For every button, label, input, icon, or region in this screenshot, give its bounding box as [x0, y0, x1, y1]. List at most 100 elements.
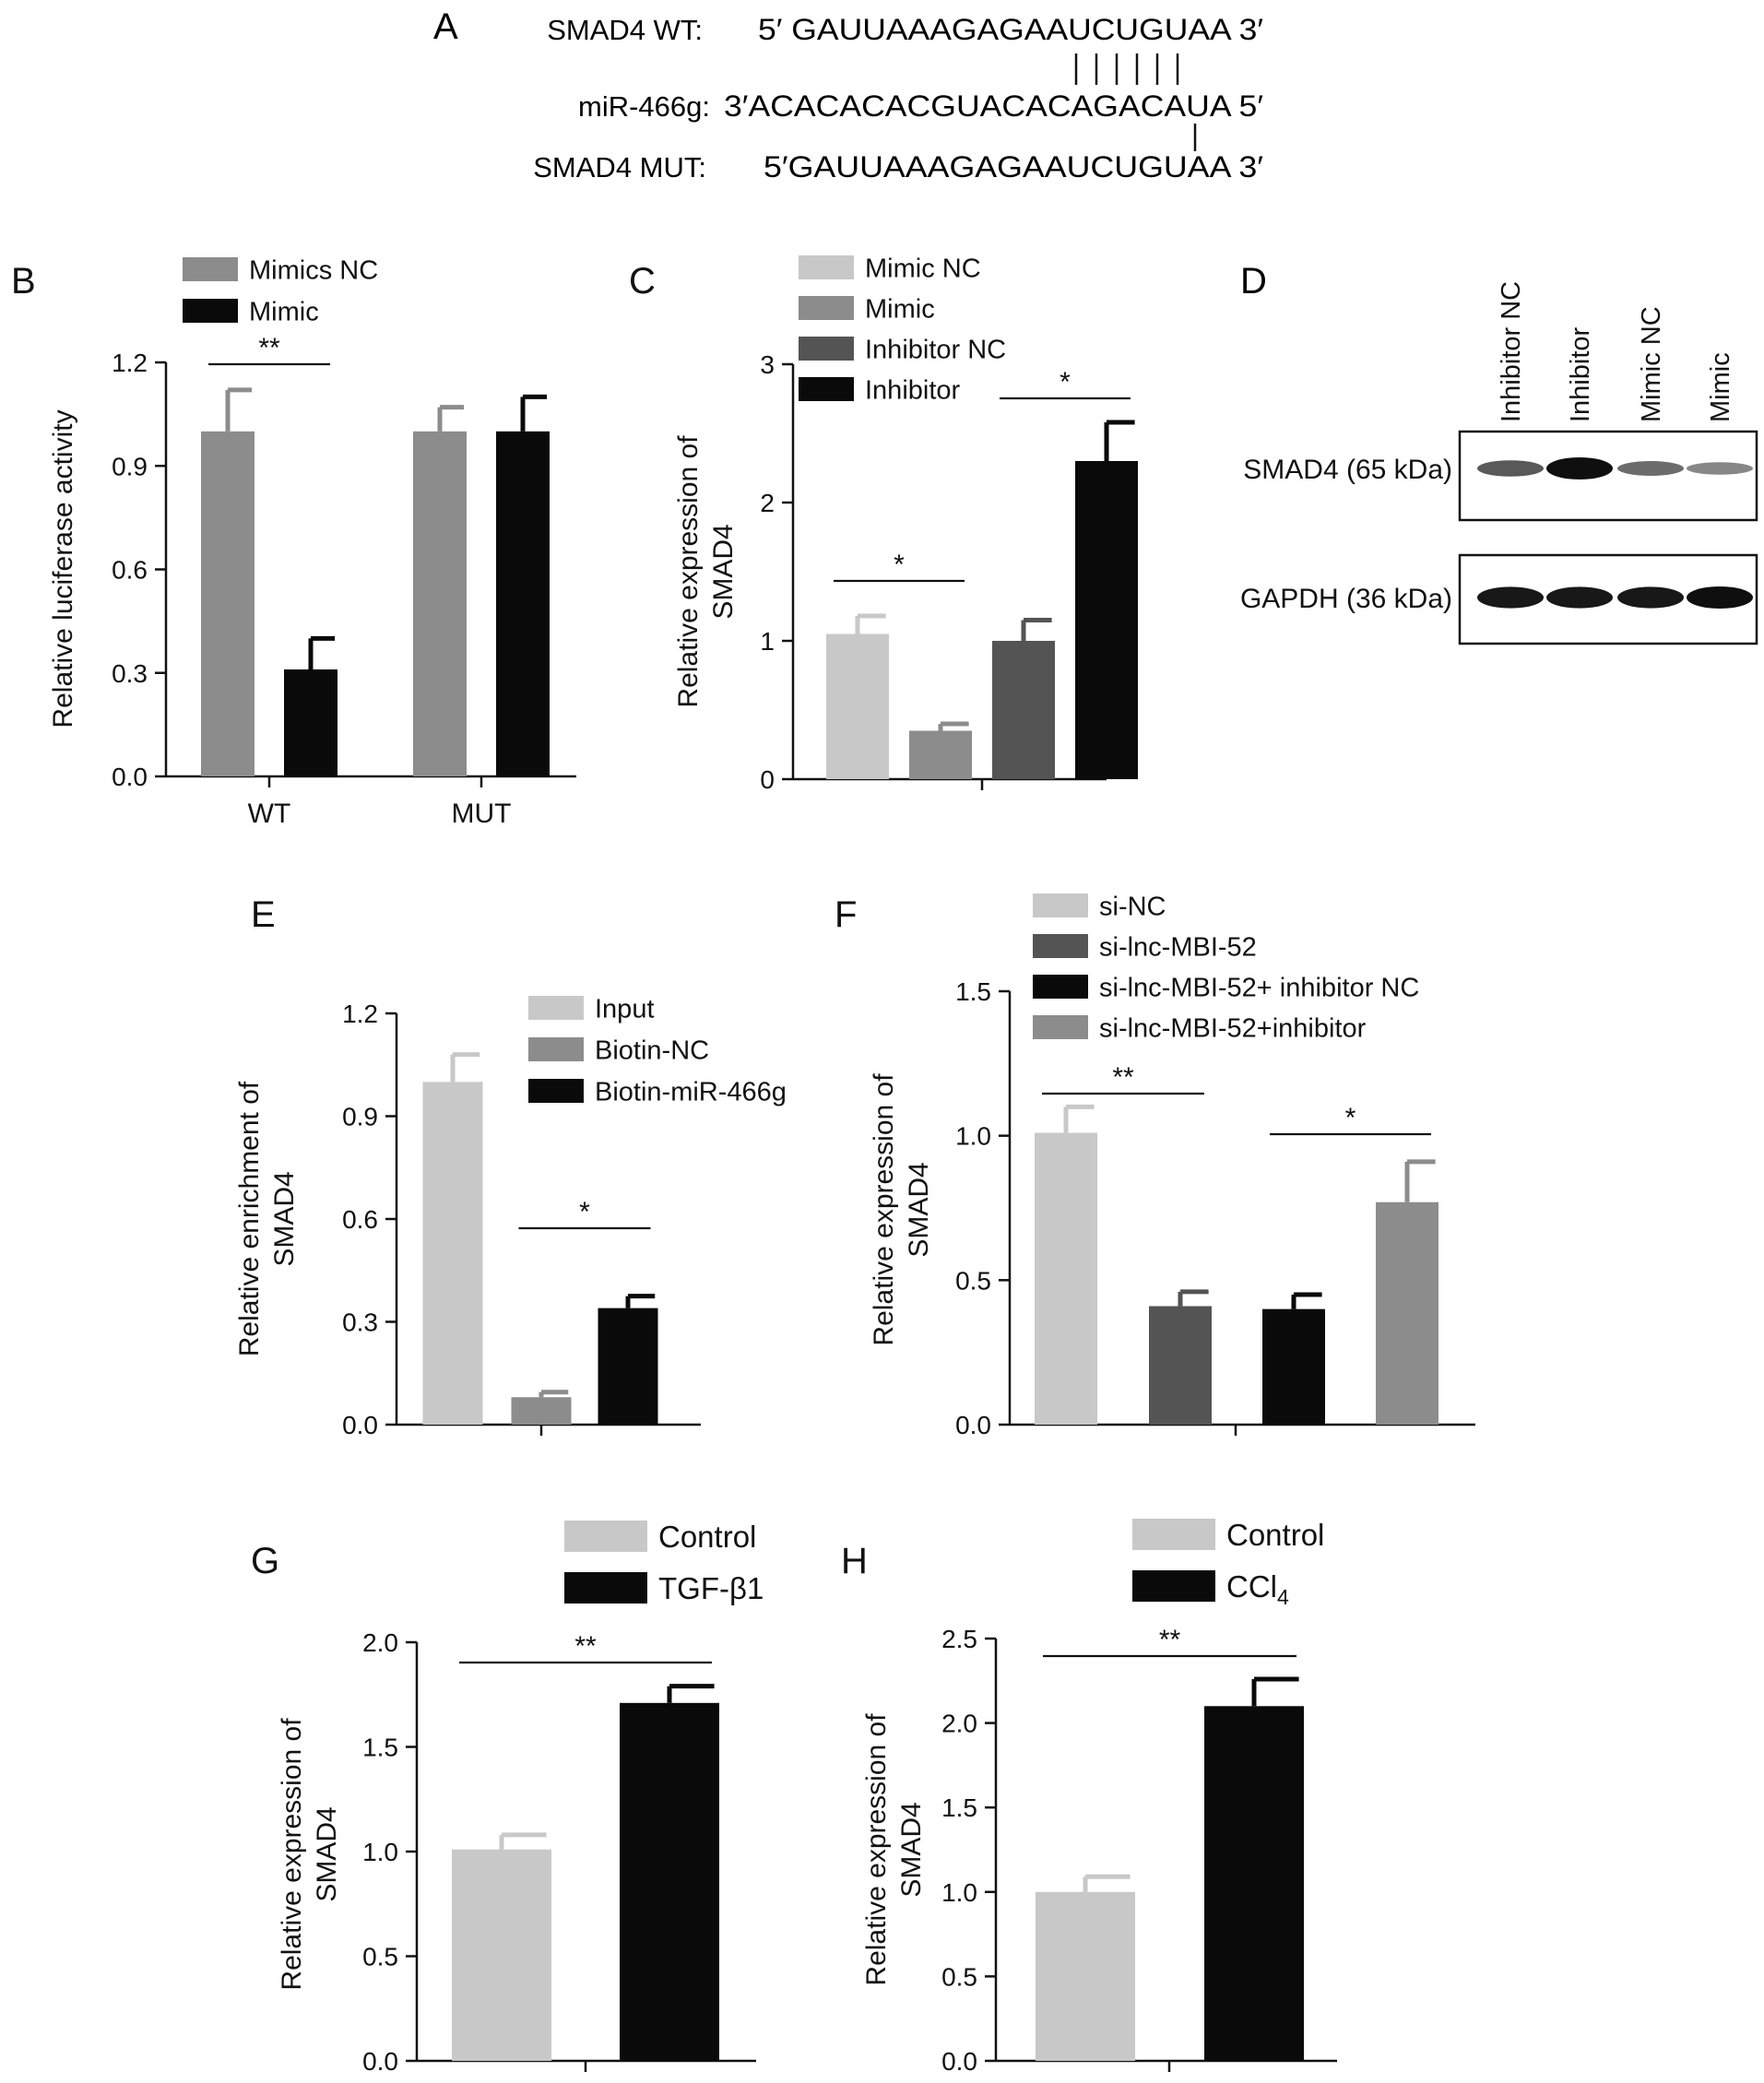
wt-sequence: 5′ GAUUAAAGAGAAUCUGUAA 3′ [758, 13, 1263, 46]
y-axis-label-line: SMAD4 [708, 524, 739, 619]
legend-label-e: Input [595, 994, 655, 1024]
legend-label-f: si-lnc-MBI-52+ inhibitor NC [1099, 973, 1419, 1002]
y-tick-label-c: 0 [760, 765, 775, 794]
chart-b: B Relative luciferase activity 0.0 0.3 0.6 0.… [11, 255, 576, 829]
y-tick-label-h: 2.5 [941, 1625, 977, 1653]
y-tick-label-h: 0.5 [941, 1962, 977, 1991]
significance-mark-f: ** [1112, 1062, 1134, 1093]
legend-swatch-f [1033, 1015, 1088, 1039]
blot-band [1477, 460, 1544, 477]
y-axis-label-e: Relative enrichment of SMAD4 [234, 1081, 300, 1356]
y-axis-label-line: Relative enrichment of [234, 1081, 265, 1356]
y-tick-label-e: 1.2 [342, 1000, 378, 1028]
legend-label-b: Mimics NC [249, 255, 378, 285]
y-tick-label-h: 0.0 [941, 2047, 977, 2076]
y-tick-label-f: 1.5 [955, 977, 991, 1006]
y-tick-label-f: 1.0 [955, 1122, 991, 1151]
lane-label: Mimic NC [1637, 306, 1666, 422]
bar-h [1036, 1891, 1135, 2061]
legend-label-c: Inhibitor NC [865, 335, 1006, 364]
bar-c [909, 730, 972, 779]
western-blot: D Inhibitor NC Inhibitor Mimic NC Mimic SMAD… [1240, 261, 1758, 645]
legend-swatch-e [528, 1079, 584, 1103]
mut-sequence: 5′GAUUAAAGAGAAUCUGUAA 3′ [764, 150, 1263, 183]
y-tick-label-e: 0.0 [342, 1411, 378, 1439]
y-axis-label-line: SMAD4 [904, 1162, 934, 1257]
bar-b [201, 431, 255, 776]
y-axis-label-b: Relative luciferase activity [48, 409, 78, 728]
band-label: GAPDH (36 kDa) [1240, 584, 1452, 614]
chart-f: F Relative expression of SMAD4 0.0 0.5 1.0 1.5… [835, 892, 1475, 1439]
bar-g [620, 1702, 719, 2061]
significance-mark-e: * [579, 1197, 590, 1227]
legend-label-subscript: 4 [1277, 1585, 1289, 1609]
y-tick-label-b: 1.2 [112, 349, 148, 377]
y-tick-label-b: 0.9 [112, 452, 148, 480]
chart-g: G Relative expression of SMAD4 0.0 0.5 1.0 1.5… [251, 1520, 764, 2076]
y-tick-label-c: 2 [760, 489, 775, 517]
lane-label: Inhibitor [1566, 326, 1595, 422]
panel-e-letter: E [251, 894, 276, 935]
y-tick-label-h: 2.0 [941, 1710, 977, 1738]
mut-label: SMAD4 MUT: [533, 151, 706, 183]
x-tick-label-b: WT [248, 799, 291, 829]
legend-swatch-h [1132, 1570, 1215, 1602]
legend-label-e: Biotin-miR-466g [595, 1077, 787, 1107]
legend-swatch-e [528, 1037, 584, 1061]
mir-sequence: 3′ACACACACGUACACAGACAUA 5′ [724, 89, 1263, 123]
legend-swatch-c [799, 255, 854, 279]
y-tick-label-f: 0.5 [955, 1266, 991, 1295]
base-pair-lines [1074, 53, 1197, 151]
legend-label-f: si-NC [1099, 892, 1166, 921]
legend-label-f: si-lnc-MBI-52+inhibitor [1099, 1013, 1367, 1043]
y-axis-label-line: Relative expression of [861, 1713, 892, 1986]
significance-mark-c: * [894, 550, 905, 580]
bar-c [826, 633, 889, 779]
legend-label-b: Mimic [249, 297, 319, 326]
bar-b [284, 669, 337, 776]
y-tick-label-e: 0.3 [342, 1308, 378, 1337]
bar-b [413, 431, 467, 776]
significance-mark-b: ** [258, 333, 280, 363]
legend-swatch-c [799, 337, 854, 361]
legend-label-c: Inhibitor [865, 375, 961, 405]
blot-band [1617, 461, 1684, 476]
y-tick-label-b: 0.3 [112, 659, 148, 688]
chart-c: C Relative expression of SMAD4 0 1 2 3 * * Mimic … [629, 254, 1138, 794]
panel-g-letter: G [251, 1541, 279, 1581]
bar-b [496, 431, 550, 776]
panel-a-letter: A [433, 6, 458, 47]
legend-label-c: Mimic [865, 294, 935, 324]
legend-swatch-f [1033, 894, 1088, 917]
legend-label-g: Control [658, 1520, 756, 1554]
significance-mark-h: ** [1159, 1625, 1181, 1655]
chart-e: E Relative enrichment of SMAD4 0.0 0.3 0.6 0.9… [234, 894, 787, 1439]
y-tick-label-e: 0.9 [342, 1103, 378, 1131]
y-tick-label-g: 1.0 [362, 1838, 398, 1866]
bar-c [1075, 461, 1138, 779]
legend-swatch-f [1033, 975, 1088, 999]
y-tick-label-g: 1.5 [362, 1734, 398, 1762]
y-axis-label-line: Relative expression of [673, 435, 704, 708]
lane-label: Mimic [1706, 352, 1735, 422]
panel-f-letter: F [835, 894, 857, 935]
band-label: SMAD4 (65 kDa) [1243, 455, 1452, 485]
y-axis-label-h: Relative expression of SMAD4 [861, 1713, 927, 1986]
y-axis-label-line: Relative expression of [277, 1718, 307, 1991]
y-tick-label-b: 0.6 [112, 556, 148, 585]
bar-f [1149, 1306, 1212, 1425]
y-tick-label-e: 0.6 [342, 1205, 378, 1234]
legend-swatch-b [183, 257, 238, 281]
y-axis-label-line: SMAD4 [896, 1802, 927, 1897]
y-tick-label-h: 1.5 [941, 1793, 977, 1822]
significance-mark-c: * [1060, 367, 1071, 397]
legend-label-e: Biotin-NC [595, 1036, 709, 1065]
bar-e [422, 1082, 483, 1425]
y-tick-label-g: 0.5 [362, 1943, 398, 1971]
y-axis-label-line: Relative luciferase activity [48, 409, 78, 728]
legend-swatch-e [528, 996, 584, 1020]
y-axis-label-g: Relative expression of SMAD4 [277, 1718, 342, 1991]
y-axis-label-f: Relative expression of SMAD4 [869, 1073, 934, 1346]
panel-h-letter: H [841, 1541, 868, 1581]
